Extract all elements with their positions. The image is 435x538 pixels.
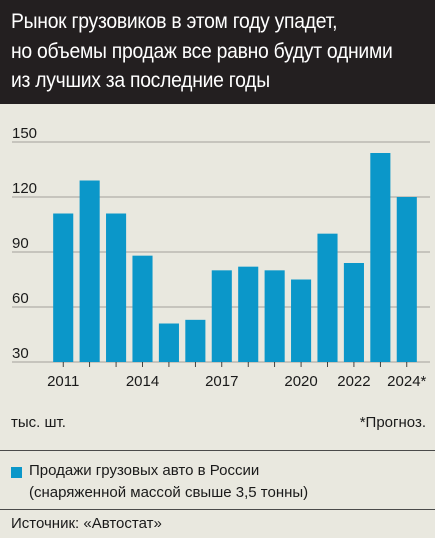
bar-2022 [343, 263, 364, 362]
legend-swatch [11, 467, 22, 478]
y-tick-label-120: 120 [12, 180, 37, 197]
bar-2011 [53, 213, 74, 362]
y-tick-label-90: 90 [12, 235, 29, 252]
legend-text: Продажи грузовых авто в России (снаряжен… [29, 460, 308, 504]
bar-2021 [317, 233, 338, 362]
title-line-1: Рынок грузовиков в этом году упадет, [11, 9, 338, 33]
x-tick-label-2020: 2020 [284, 373, 317, 390]
bar-2017 [211, 270, 232, 362]
title-line-2: но объемы продаж все равно будут одними [11, 38, 393, 63]
legend-label: Продажи грузовых авто в России [29, 462, 260, 479]
source-label: Источник: «Автостат» [11, 515, 162, 532]
bar-2018 [238, 266, 259, 362]
bar-2024* [396, 197, 417, 362]
bar-2012 [79, 180, 100, 362]
title-line-3: из лучших за последние годы [11, 68, 270, 92]
y-tick-label-150: 150 [12, 125, 37, 142]
bar-2015 [158, 323, 179, 362]
units-label: тыс. шт. [11, 414, 66, 431]
x-tick-label-2014: 2014 [126, 373, 159, 390]
bar-2013 [106, 213, 127, 362]
x-tick-label-2011: 2011 [47, 373, 79, 390]
bar-2014 [132, 255, 153, 362]
bar-2019 [264, 270, 285, 362]
bar-2020 [291, 279, 312, 362]
bar-2016 [185, 319, 206, 362]
y-tick-label-30: 30 [12, 345, 29, 362]
x-tick-label-2022: 2022 [337, 373, 370, 390]
y-tick-label-60: 60 [12, 290, 29, 307]
legend-sublabel: (снаряженной массой свыше 3,5 тонны) [29, 484, 309, 501]
x-tick-label-2017: 2017 [205, 373, 238, 390]
forecast-note: *Прогноз. [359, 414, 426, 431]
bar-chart: 30 60 90 120 150 2011 2014 2017 2020 2022 2024* [12, 125, 430, 390]
chart-title: Рынок грузовиков в этом году упадет, но … [11, 7, 425, 96]
legend: Продажи грузовых авто в России (снаряжен… [0, 450, 435, 510]
bar-2023 [370, 153, 391, 362]
header-band: Рынок грузовиков в этом году упадет, но … [0, 0, 435, 104]
x-tick-label-2024*: 2024* [387, 373, 426, 390]
